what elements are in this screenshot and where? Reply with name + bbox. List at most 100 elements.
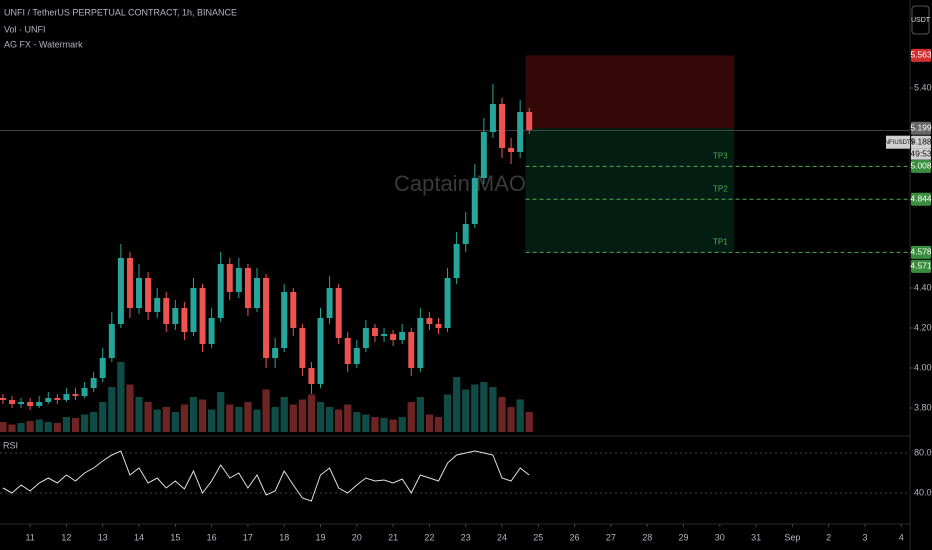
volume-bar: [398, 417, 406, 432]
target-label: TP3: [713, 152, 728, 161]
price-tag-label: 4.578: [910, 247, 932, 257]
countdown-box: [911, 148, 931, 160]
x-tick-label: 23: [461, 532, 471, 542]
volume-bar: [217, 392, 225, 432]
x-tick-label: 21: [388, 532, 398, 542]
rsi-label: RSI: [3, 440, 18, 450]
price-tag: [911, 159, 931, 173]
candle-body: [190, 288, 197, 332]
candle-body: [145, 278, 152, 312]
candle-body: [417, 318, 424, 368]
candle-body: [408, 332, 415, 368]
volume-bar: [489, 387, 497, 432]
volume-bar: [507, 407, 515, 432]
candle-body: [244, 268, 251, 308]
x-tick-label: 4: [899, 532, 904, 542]
volume-bar: [425, 414, 434, 432]
candle-body: [272, 348, 279, 358]
x-tick-label: 20: [352, 532, 362, 542]
volume-bar: [17, 423, 25, 432]
y-tick-label: 5.400: [914, 82, 932, 92]
volume-bar: [316, 402, 325, 432]
candle-body: [480, 132, 487, 178]
volume-bar: [108, 387, 116, 432]
volume-bar: [198, 399, 207, 432]
stop-zone: [525, 55, 735, 129]
x-tick-label: 22: [424, 532, 434, 542]
volume-bar: [362, 414, 370, 432]
candle-body: [99, 358, 106, 378]
x-tick-label: 14: [134, 532, 144, 542]
candle-body: [290, 292, 297, 328]
candle-body: [126, 258, 133, 308]
candle-body: [163, 298, 170, 324]
candle-body: [426, 318, 433, 324]
indicator-legend: AG FX - Watermark: [4, 39, 83, 49]
y-tick-label: 4.200: [914, 322, 932, 332]
price-tag: [911, 259, 931, 273]
volume-bar: [62, 417, 71, 432]
candle-body: [453, 244, 460, 278]
volume-bar: [53, 423, 61, 432]
y-tick-label: 4.400: [914, 282, 932, 292]
volume-bar: [471, 384, 479, 432]
volume-bar: [26, 421, 34, 432]
volume-bar: [180, 404, 189, 432]
price-tag: [911, 121, 931, 135]
candle-body: [390, 334, 397, 340]
volume-bar: [90, 412, 98, 432]
candle-body: [154, 298, 161, 312]
x-tick-label: 27: [606, 532, 616, 542]
candle-body: [381, 334, 388, 336]
candle-body: [499, 104, 506, 148]
volume-bar: [126, 384, 134, 432]
candle-body: [36, 402, 43, 406]
x-tick-label: 18: [279, 532, 289, 542]
candle-body: [235, 268, 242, 292]
volume-bar: [144, 402, 152, 432]
candle-body: [462, 224, 469, 244]
volume-bar: [162, 407, 170, 432]
symbol-tag-label: UNFIUSDT.P: [880, 140, 915, 146]
candle-body: [362, 328, 369, 348]
rsi-line: [2, 450, 530, 502]
currency-button-label[interactable]: USDT: [911, 17, 931, 24]
volume-bar: [235, 407, 243, 432]
currency-button[interactable]: [911, 5, 930, 35]
volume-bar: [0, 422, 7, 432]
candle-body: [172, 308, 179, 324]
candle-body: [27, 402, 34, 406]
x-tick-label: 17: [243, 532, 253, 542]
candle-body: [90, 378, 97, 388]
candle-body: [208, 318, 215, 344]
price-tag-label: 4.844: [910, 193, 932, 203]
volume-legend: Vol · UNFI: [4, 24, 46, 34]
target-label: TP2: [713, 184, 728, 193]
candle-body: [489, 104, 496, 132]
volume-bar: [434, 417, 443, 432]
x-tick-label: 26: [570, 532, 580, 542]
volume-bar: [71, 418, 80, 432]
x-tick-label: 3: [862, 532, 867, 542]
x-tick-label: 28: [642, 532, 652, 542]
x-tick-label: 11: [25, 532, 34, 542]
candle-body: [8, 400, 15, 404]
candle-body: [263, 278, 270, 358]
candle-body: [399, 332, 406, 340]
candle-body: [199, 288, 206, 344]
volume-bar: [462, 389, 470, 432]
volume-bar: [253, 409, 261, 432]
price-tag: [911, 135, 931, 149]
volume-bar: [480, 382, 488, 432]
volume-bar: [35, 419, 43, 432]
x-tick-label: 19: [316, 532, 326, 542]
volume-bar: [344, 404, 352, 432]
volume-bar: [117, 362, 125, 432]
volume-bar: [325, 407, 334, 432]
volume-bar: [99, 402, 107, 432]
candle-body: [471, 178, 478, 224]
x-tick-label: 13: [98, 532, 108, 542]
candle-body: [181, 308, 188, 332]
